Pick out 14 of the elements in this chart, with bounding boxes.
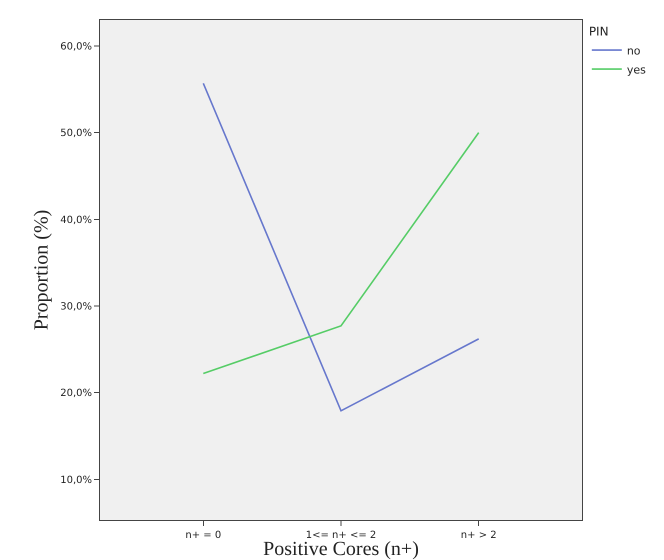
y-tick-label: 30,0% bbox=[60, 301, 92, 312]
x-tick-label: n+ > 2 bbox=[460, 530, 497, 541]
x-tick-label: n+ = 0 bbox=[185, 530, 222, 541]
y-tick-label: 60,0% bbox=[60, 42, 92, 52]
legend-title: PIN bbox=[588, 24, 609, 39]
y-tick-label: 40,0% bbox=[60, 214, 92, 226]
y-axis-title: Proportion (%) bbox=[30, 210, 53, 330]
legend-label: yes bbox=[626, 63, 646, 76]
legend-label: no bbox=[626, 44, 641, 58]
y-tick-label: 10,0% bbox=[60, 474, 92, 486]
x-tick-label: 1<= n+ <= 2 bbox=[306, 530, 376, 541]
x-axis-title: Positive Cores (n+) bbox=[263, 538, 419, 560]
y-tick-label: 20,0% bbox=[60, 388, 92, 400]
y-tick-label: 50,0% bbox=[60, 128, 92, 140]
